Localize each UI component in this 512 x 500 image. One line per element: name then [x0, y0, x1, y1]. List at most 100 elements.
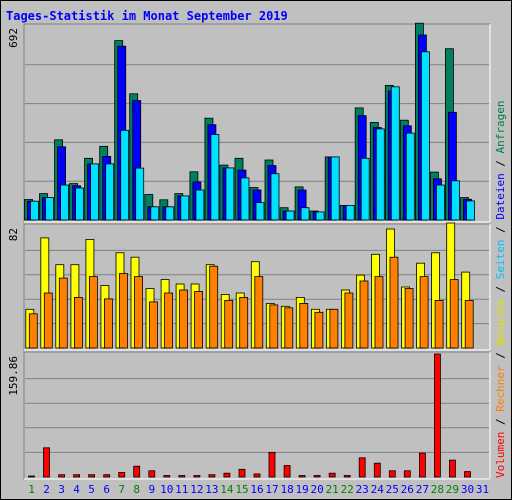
- x-tick-label-30: 30: [461, 483, 474, 496]
- bar-seiten-day-9: [150, 206, 160, 221]
- bar-volumen-day-6: [103, 474, 111, 478]
- y-max-label: 692: [7, 28, 20, 48]
- bar-volumen-day-29: [448, 459, 456, 478]
- bar-seiten-day-8: [135, 167, 145, 221]
- bar-rechner-day-28: [434, 299, 444, 349]
- bar-volumen-day-23: [358, 457, 366, 478]
- x-tick-label-7: 7: [118, 483, 125, 496]
- x-tick-label-9: 9: [148, 483, 155, 496]
- x-tick-label-13: 13: [205, 483, 218, 496]
- bar-volumen-day-9: [148, 470, 156, 478]
- bar-rechner-day-1: [28, 313, 38, 349]
- bar-volumen-day-25: [388, 470, 396, 478]
- bar-rechner-day-15: [239, 296, 249, 349]
- x-tick-label-24: 24: [371, 483, 385, 496]
- bar-rechner-day-2: [43, 292, 53, 349]
- bar-seiten-day-10: [165, 206, 175, 221]
- bar-rechner-day-27: [419, 276, 429, 349]
- bar-rechner-day-29: [449, 279, 459, 349]
- x-tick-label-22: 22: [341, 483, 354, 496]
- bar-volumen-day-17: [268, 451, 276, 478]
- bar-seiten-day-1: [30, 200, 39, 221]
- bar-volumen-day-14: [223, 472, 231, 478]
- bar-seiten-day-11: [180, 195, 190, 221]
- bar-volumen-day-30: [464, 471, 471, 478]
- bar-rechner-day-26: [404, 288, 414, 349]
- bar-rechner-day-13: [209, 265, 219, 349]
- bar-seiten-day-5: [90, 163, 99, 221]
- legend-part: /: [494, 220, 507, 240]
- x-tick-label-4: 4: [73, 483, 80, 496]
- bar-rechner-day-11: [179, 289, 189, 349]
- bar-seiten-day-14: [225, 167, 235, 221]
- x-tick-label-3: 3: [58, 483, 65, 496]
- x-tick-label-27: 27: [416, 483, 429, 496]
- bar-rechner-day-16: [254, 276, 264, 349]
- x-tick-label-31: 31: [476, 483, 489, 496]
- bar-volumen-day-28: [433, 353, 441, 478]
- x-tick-label-16: 16: [250, 483, 263, 496]
- bar-seiten-day-7: [120, 129, 130, 221]
- x-tick-label-26: 26: [401, 483, 414, 496]
- bar-seiten-day-2: [45, 197, 54, 221]
- x-tick-label-29: 29: [446, 483, 459, 496]
- legend-part: Dateien: [494, 173, 507, 219]
- y-max-label: 82: [7, 228, 20, 241]
- bar-seiten-day-16: [255, 202, 265, 221]
- x-tick-label-10: 10: [160, 483, 173, 496]
- bar-rechner-day-3: [58, 277, 68, 349]
- legend-part: Besuche: [494, 299, 507, 345]
- bar-rechner-day-23: [359, 280, 369, 349]
- right-legend: Volumen / Rechner / Besuche / Seiten / D…: [494, 100, 507, 478]
- x-tick-label-20: 20: [310, 483, 323, 496]
- bar-volumen-day-15: [238, 468, 246, 478]
- bar-rechner-day-30: [464, 299, 474, 349]
- bar-rechner-day-24: [374, 276, 384, 349]
- bar-rechner-day-19: [299, 302, 309, 349]
- bar-seiten-day-19: [300, 207, 310, 221]
- bar-volumen-day-26: [403, 470, 411, 478]
- x-tick-label-25: 25: [386, 483, 399, 496]
- bar-volumen-day-4: [73, 474, 80, 478]
- bar-seiten-day-22: [345, 204, 355, 221]
- bar-rechner-day-20: [314, 311, 324, 349]
- bar-rechner-day-12: [194, 291, 204, 349]
- bar-rechner-day-6: [104, 298, 113, 349]
- bar-rechner-day-5: [89, 276, 98, 349]
- bar-rechner-day-17: [269, 304, 279, 349]
- x-tick-label-14: 14: [220, 483, 234, 496]
- bar-seiten-day-20: [315, 211, 325, 221]
- bar-seiten-day-26: [405, 132, 415, 221]
- bar-seiten-day-29: [450, 180, 460, 221]
- bar-rechner-day-14: [224, 299, 234, 349]
- bar-volumen-day-22: [343, 475, 351, 478]
- bar-volumen-day-11: [178, 475, 186, 478]
- x-tick-label-21: 21: [326, 483, 339, 496]
- bar-volumen-day-16: [253, 473, 261, 478]
- bar-rechner-day-4: [74, 296, 83, 349]
- x-tick-label-2: 2: [43, 483, 50, 496]
- bar-seiten-day-30: [466, 200, 475, 221]
- y-max-label: 159.86: [7, 356, 20, 396]
- bar-seiten-day-24: [375, 128, 385, 221]
- x-tick-label-18: 18: [280, 483, 293, 496]
- bar-volumen-day-13: [208, 474, 216, 478]
- bar-seiten-day-25: [390, 86, 400, 221]
- bar-seiten-day-15: [240, 177, 250, 221]
- bar-rechner-day-22: [344, 292, 354, 349]
- legend-part: /: [494, 279, 507, 299]
- bar-volumen-day-19: [298, 475, 306, 478]
- x-tick-label-11: 11: [175, 483, 188, 496]
- bar-volumen-day-8: [133, 465, 141, 478]
- bar-seiten-day-4: [75, 187, 84, 221]
- bar-rechner-day-8: [134, 276, 143, 349]
- bar-rechner-day-18: [284, 307, 294, 349]
- bar-volumen-day-27: [418, 452, 426, 478]
- bar-volumen-day-7: [118, 471, 126, 478]
- bar-seiten-day-23: [360, 157, 370, 221]
- bar-volumen-day-12: [193, 475, 201, 478]
- bar-volumen-day-1: [28, 475, 35, 478]
- x-tick-label-12: 12: [190, 483, 203, 496]
- bar-seiten-day-21: [330, 156, 340, 221]
